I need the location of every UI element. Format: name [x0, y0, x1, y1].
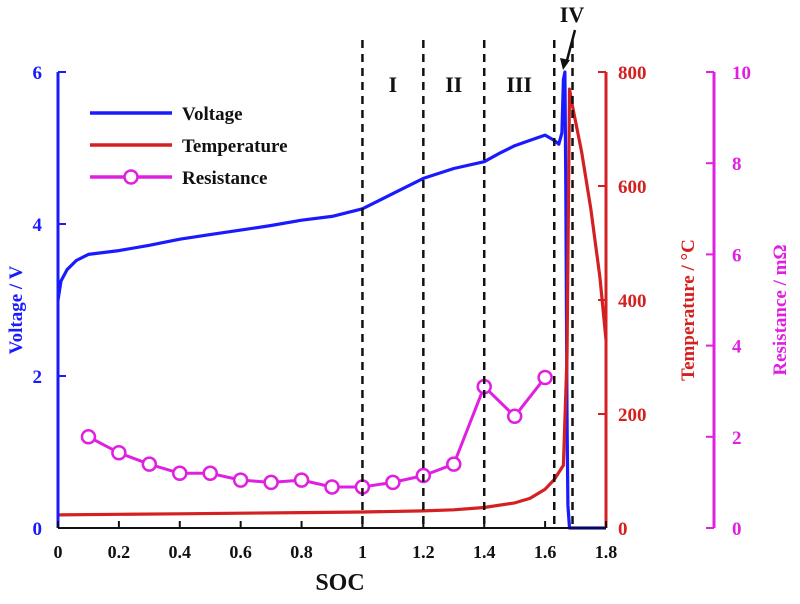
x-axis-tick-label: 1.4 [473, 542, 496, 562]
plot-area [56, 70, 608, 530]
temperature-axis-tick-label: 400 [618, 291, 647, 312]
series-marker-resistance [293, 472, 310, 488]
series-marker-resistance [232, 472, 249, 488]
region-iv-arrow-head [560, 58, 570, 70]
left-axis-tick-label: 2 [33, 367, 43, 388]
region-label: IV [560, 2, 585, 27]
series-marker-resistance [324, 479, 340, 495]
x-axis-tick-label: 0 [54, 542, 63, 562]
temperature-axis-tick-label: 600 [618, 177, 647, 198]
x-axis-tick-label: 1.6 [534, 542, 557, 562]
left-axis-tick-label: 6 [33, 63, 43, 84]
resistance-axis-tick-label: 2 [732, 428, 742, 449]
series-line-temperature [57, 87, 608, 517]
region-label: I [389, 72, 398, 97]
x-axis-tick-label: 1.2 [412, 542, 435, 562]
left-axis-tick-label: 0 [33, 519, 43, 540]
series-marker-resistance [506, 408, 523, 425]
x-axis-tick-label: 1.8 [595, 542, 618, 562]
temperature-axis-tick-label: 800 [618, 63, 647, 84]
region-iv-arrow-shaft [564, 29, 577, 65]
resistance-axis-tick-label: 10 [732, 63, 751, 84]
x-axis-tick-label: 0.6 [229, 542, 252, 562]
resistance-axis-label: Resistance / mΩ [770, 244, 791, 375]
x-axis-tick-label: 1 [358, 542, 367, 562]
x-axis-label: SOC [315, 570, 364, 596]
region-label: II [445, 72, 462, 97]
legend-marker [123, 169, 139, 185]
resistance-axis-tick-label: 6 [732, 245, 742, 266]
legend: Voltage Temperature Resistance [90, 104, 288, 189]
series-marker-resistance [141, 456, 158, 472]
temperature-axis-tick-label: 200 [618, 405, 647, 426]
series-line-voltage [56, 70, 606, 530]
x-axis-tick-label: 0.8 [290, 542, 313, 562]
x-axis-tick-label: 0.2 [108, 542, 131, 562]
resistance-axis-tick-label: 8 [732, 154, 742, 175]
series-marker-resistance [111, 445, 127, 461]
series-marker-resistance [172, 465, 188, 482]
series-marker-resistance [537, 369, 553, 386]
temperature-axis-tick-label: 0 [618, 519, 628, 540]
legend-entry-label: Resistance [182, 168, 267, 189]
legend-entry-label: Temperature [182, 136, 288, 157]
resistance-axis-tick-label: 4 [732, 337, 742, 358]
series-marker-resistance [202, 465, 218, 482]
region-label: III [506, 72, 532, 97]
left-axis-tick-label: 4 [33, 215, 43, 236]
series-line-resistance [87, 376, 547, 489]
series-marker-resistance [263, 474, 279, 491]
series-marker-resistance [80, 429, 97, 445]
temperature-axis-label: Temperature / °C [678, 239, 699, 381]
left-axis-label: Voltage / V [6, 265, 27, 354]
resistance-axis-tick-label: 0 [732, 519, 742, 540]
legend-entry-label: Voltage [182, 104, 243, 125]
series-marker-resistance [446, 456, 462, 472]
series-marker-resistance [385, 474, 401, 491]
x-axis-tick-label: 0.4 [169, 542, 192, 562]
